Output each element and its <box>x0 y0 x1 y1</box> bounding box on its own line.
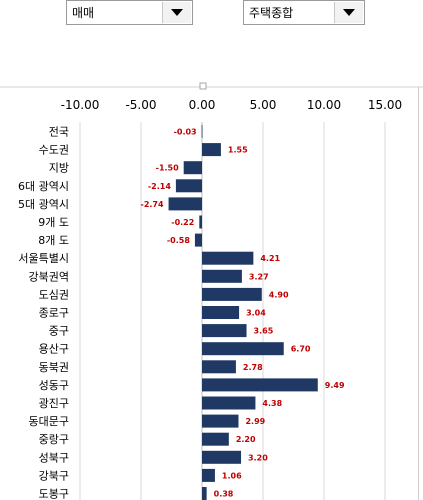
chart-resize-handle[interactable] <box>199 82 207 90</box>
bar <box>168 197 202 211</box>
bar <box>202 396 256 410</box>
data-label: 3.27 <box>249 272 269 281</box>
bar <box>202 360 236 374</box>
bar <box>202 269 242 283</box>
data-label: 3.04 <box>246 309 266 318</box>
category-label: 용산구 <box>39 343 69 356</box>
bar <box>202 342 284 356</box>
category-label: 성동구 <box>39 379 69 392</box>
data-label: 9.49 <box>325 381 345 390</box>
category-label: 5대 광역시 <box>18 198 69 211</box>
data-label: 0.38 <box>214 490 234 499</box>
category-label: 9개 도 <box>38 216 69 229</box>
bar <box>202 468 215 482</box>
category-label: 강북구 <box>39 469 69 482</box>
trade-type-dropdown[interactable]: 매매 <box>66 0 193 25</box>
category-label: 중랑구 <box>39 433 69 446</box>
data-label: 4.90 <box>269 290 289 299</box>
x-tick-label: -10.00 <box>61 98 100 112</box>
trade-type-dropdown-button[interactable] <box>162 2 191 23</box>
category-label: 광진구 <box>39 397 69 410</box>
data-label: 1.55 <box>228 146 248 155</box>
bar <box>202 287 262 301</box>
housing-type-dropdown-button[interactable] <box>334 2 363 23</box>
x-tick-label: 0.00 <box>189 98 216 112</box>
data-label: -1.50 <box>156 164 179 173</box>
data-label: 4.21 <box>260 254 280 263</box>
category-label: 서울특별시 <box>18 252 69 265</box>
x-tick-label: 10.00 <box>307 98 341 112</box>
bar <box>183 161 202 175</box>
data-label: 1.06 <box>222 471 242 480</box>
bar <box>202 251 254 265</box>
data-label: -2.74 <box>141 200 164 209</box>
housing-type-value: 주택종합 <box>249 6 294 20</box>
data-label: 3.65 <box>254 327 274 336</box>
housing-type-dropdown[interactable]: 주택종합 <box>243 0 365 25</box>
category-label: 8개 도 <box>38 234 69 247</box>
chevron-down-icon <box>171 9 183 16</box>
bar <box>202 450 242 464</box>
category-label: 수도권 <box>39 144 69 157</box>
data-label: -0.58 <box>167 236 190 245</box>
bar <box>202 324 247 338</box>
bar <box>175 179 202 193</box>
bar <box>202 378 318 392</box>
data-label: 3.20 <box>248 453 268 462</box>
x-tick-label: -5.00 <box>125 98 156 112</box>
category-label: 도봉구 <box>39 488 69 500</box>
x-tick-label: 15.00 <box>368 98 402 112</box>
data-label: -0.03 <box>174 128 197 137</box>
data-label: 2.99 <box>245 417 265 426</box>
data-label: 2.78 <box>243 363 263 372</box>
trade-type-value: 매매 <box>72 6 95 20</box>
bar <box>199 215 202 229</box>
category-label: 종로구 <box>39 307 69 320</box>
data-label: -2.14 <box>148 182 171 191</box>
category-label: 강북권역 <box>29 270 69 283</box>
bar <box>202 432 229 446</box>
chevron-down-icon <box>343 9 355 16</box>
category-label: 동대문구 <box>29 415 69 428</box>
category-label: 동북권 <box>39 361 69 374</box>
bar <box>194 233 202 247</box>
x-tick-label: 5.00 <box>250 98 277 112</box>
bar <box>202 306 240 319</box>
bar <box>201 125 203 138</box>
category-label: 도심권 <box>39 288 69 301</box>
category-label: 6대 광역시 <box>18 180 69 193</box>
bar <box>202 414 239 428</box>
data-label: 4.38 <box>262 399 282 408</box>
data-label: -0.22 <box>171 218 194 227</box>
bar <box>202 143 221 157</box>
category-label: 전국 <box>49 126 69 139</box>
category-label: 지방 <box>49 162 69 175</box>
bar <box>202 487 207 500</box>
category-label: 성북구 <box>39 451 69 464</box>
data-label: 2.20 <box>236 435 256 444</box>
data-label: 6.70 <box>291 345 311 354</box>
category-label: 중구 <box>49 325 69 338</box>
